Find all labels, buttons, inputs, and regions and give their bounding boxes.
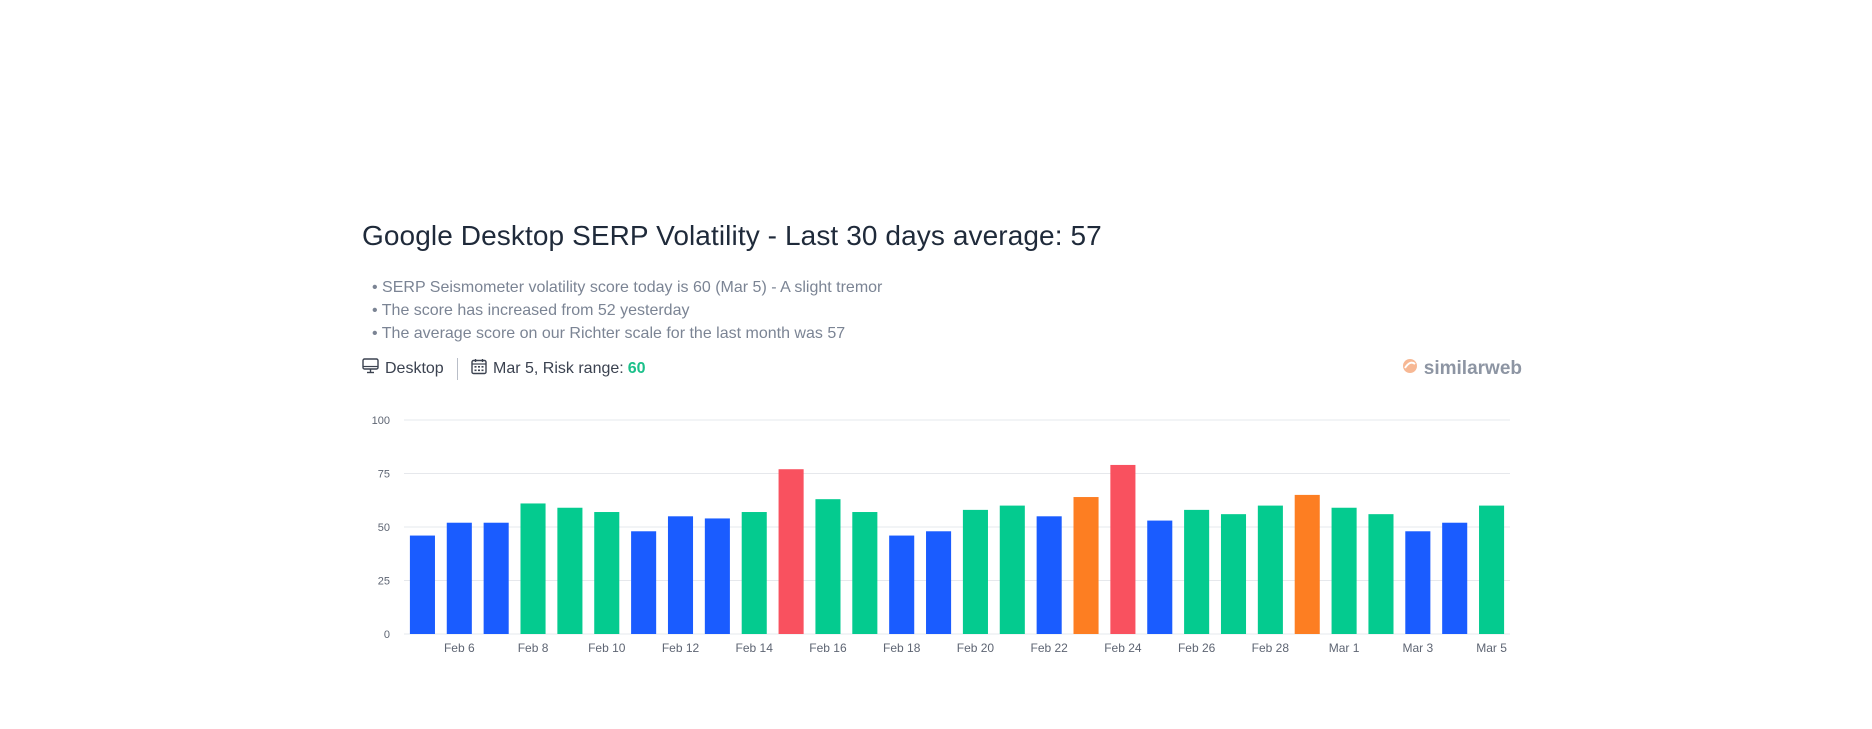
volatility-widget: Google Desktop SERP Volatility - Last 30…	[362, 220, 1522, 655]
similarweb-logo-icon	[1402, 358, 1418, 380]
bar[interactable]	[741, 512, 767, 634]
bar[interactable]	[1479, 505, 1505, 634]
bar[interactable]	[1442, 522, 1468, 634]
bar[interactable]	[704, 518, 730, 634]
bar[interactable]	[631, 531, 657, 634]
bar[interactable]	[557, 507, 583, 634]
bar[interactable]	[926, 531, 952, 634]
x-tick-label: Feb 10	[588, 641, 626, 655]
y-tick-label: 100	[372, 415, 390, 427]
y-tick-label: 75	[378, 469, 390, 481]
bar[interactable]	[446, 522, 472, 634]
device-label: Desktop	[385, 359, 444, 377]
x-tick-label: Feb 28	[1252, 641, 1290, 655]
y-tick-label: 25	[378, 576, 390, 588]
x-tick-label: Feb 6	[444, 641, 475, 655]
summary-item: SERP Seismometer volatility score today …	[372, 276, 1522, 299]
bar[interactable]	[409, 535, 435, 634]
x-tick-label: Feb 22	[1030, 641, 1068, 655]
summary-item: The average score on our Richter scale f…	[372, 322, 1522, 345]
bar[interactable]	[962, 509, 988, 634]
bar[interactable]	[1294, 494, 1320, 634]
bar[interactable]	[1110, 464, 1136, 634]
x-tick-label: Feb 16	[809, 641, 847, 655]
meta-divider	[457, 358, 458, 380]
bar[interactable]	[483, 522, 509, 634]
bar[interactable]	[999, 505, 1025, 634]
date-label: Mar 5, Risk range:	[493, 360, 624, 377]
x-tick-label: Feb 8	[518, 641, 549, 655]
device-indicator: Desktop	[362, 358, 444, 379]
summary-list: SERP Seismometer volatility score today …	[362, 276, 1522, 345]
x-tick-label: Mar 5	[1476, 641, 1507, 655]
bar[interactable]	[889, 535, 915, 634]
bar[interactable]	[594, 512, 620, 634]
x-tick-label: Mar 3	[1402, 641, 1433, 655]
y-tick-label: 50	[378, 522, 390, 534]
bar[interactable]	[1073, 497, 1099, 634]
bar[interactable]	[1331, 507, 1357, 634]
bar[interactable]	[1220, 514, 1247, 634]
volatility-bar-chart: 0 25 50 75 100 Feb 6 Feb 8 Feb 10 Feb 12 Feb 14 Fe…	[372, 415, 1510, 655]
monitor-icon	[362, 358, 379, 379]
calendar-icon	[471, 358, 487, 380]
x-tick-label: Feb 26	[1178, 641, 1216, 655]
bar[interactable]	[520, 503, 546, 634]
x-tick-label: Feb 20	[957, 641, 995, 655]
date-indicator: Mar 5, Risk range: 60	[471, 358, 646, 380]
brand-name: similarweb	[1423, 358, 1522, 379]
bar[interactable]	[1257, 505, 1283, 634]
x-tick-label: Feb 12	[662, 641, 700, 655]
y-tick-label: 0	[384, 629, 390, 641]
bar[interactable]	[1368, 514, 1394, 634]
x-tick-label: Feb 24	[1104, 641, 1142, 655]
bar[interactable]	[778, 469, 804, 634]
meta-bar: Desktop Mar 5, Risk range: 60	[362, 358, 1522, 382]
bar[interactable]	[1184, 509, 1210, 634]
bar[interactable]	[667, 516, 694, 634]
x-tick-label: Feb 14	[736, 641, 774, 655]
x-tick-label: Feb 18	[883, 641, 921, 655]
risk-value: 60	[627, 360, 646, 377]
bar[interactable]	[852, 512, 878, 634]
bar[interactable]	[1147, 520, 1173, 634]
brand-logo: similarweb	[1402, 358, 1522, 380]
bar[interactable]	[1036, 516, 1062, 634]
x-tick-label: Mar 1	[1329, 641, 1360, 655]
bar[interactable]	[1405, 531, 1431, 634]
page-title: Google Desktop SERP Volatility - Last 30…	[362, 220, 1102, 251]
bar[interactable]	[815, 499, 841, 634]
summary-item: The score has increased from 52 yesterda…	[372, 299, 1522, 322]
